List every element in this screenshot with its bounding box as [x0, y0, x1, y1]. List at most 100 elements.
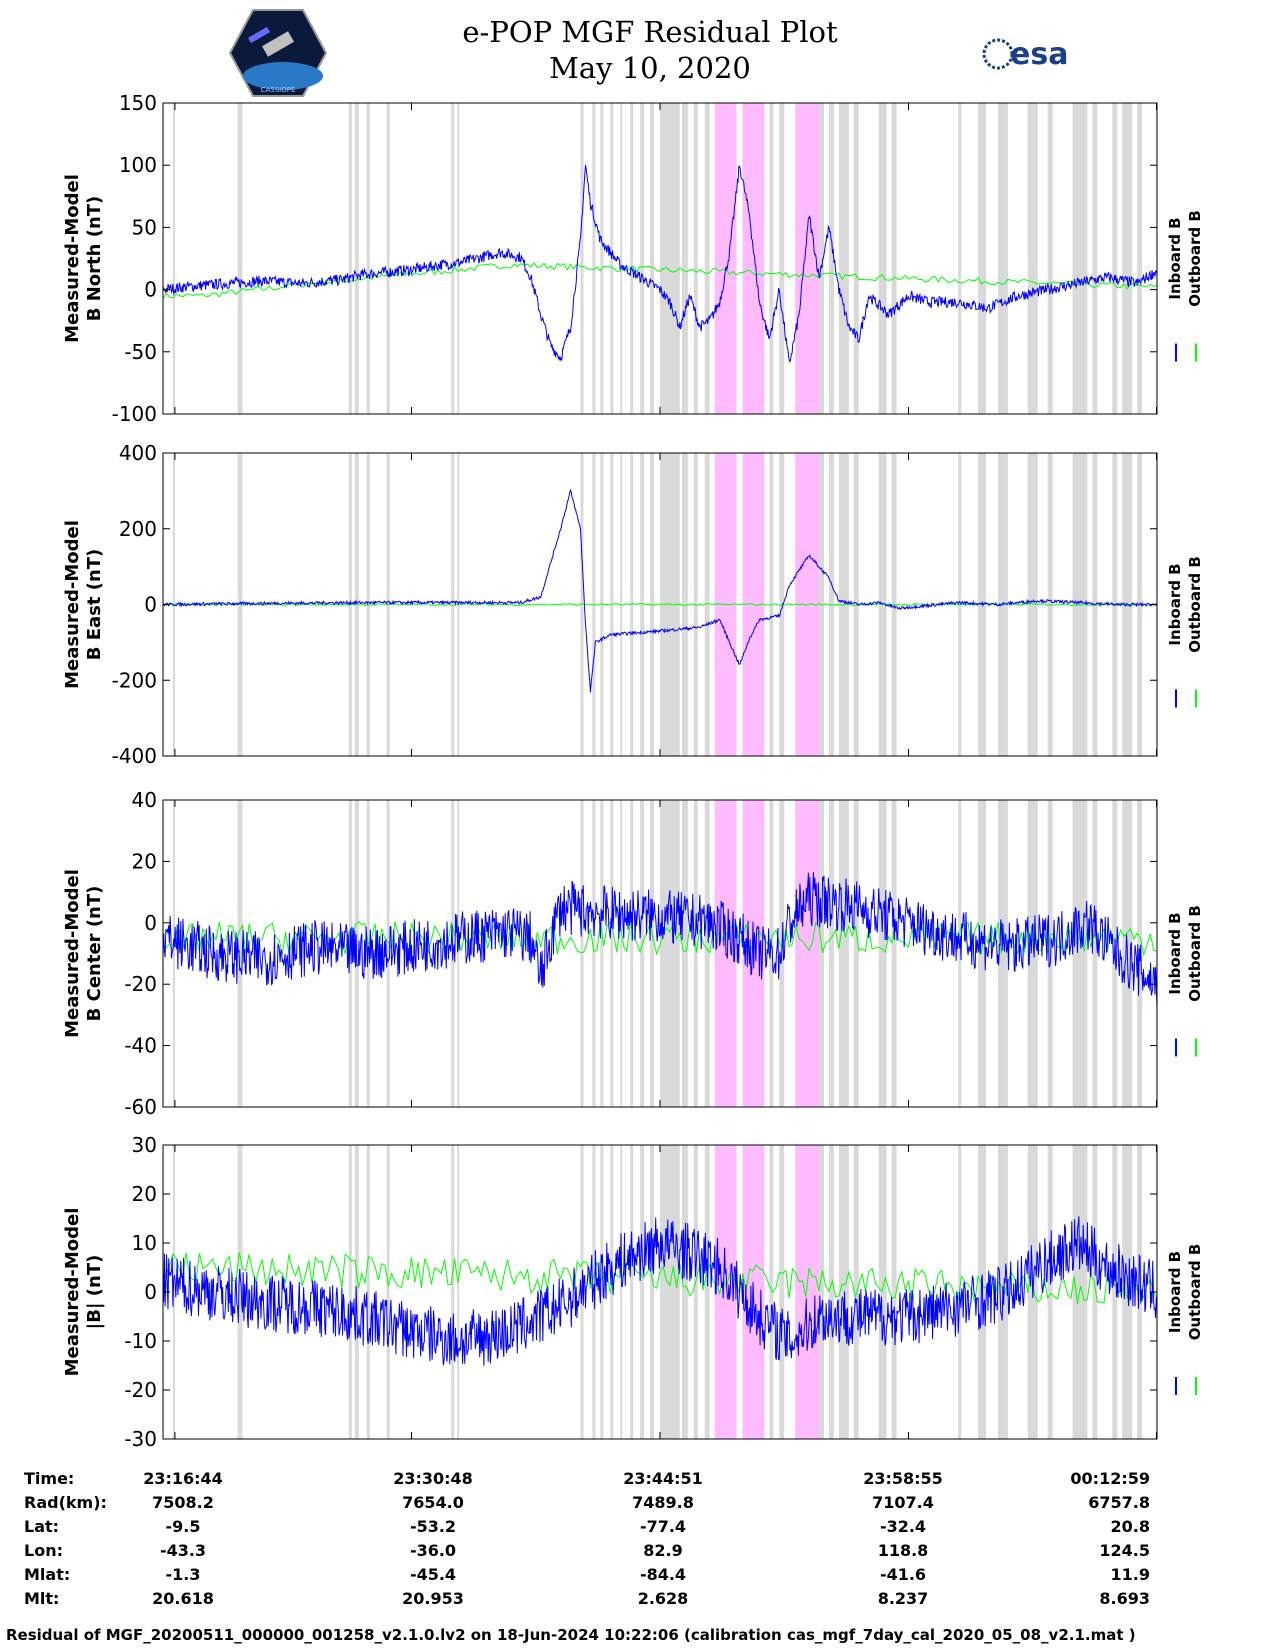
- gray-band: [1027, 103, 1038, 414]
- panel-4: 30 20 10 0 -10 -20 -30 Measured-Model|B| (nT) In…: [62, 1133, 1204, 1451]
- y-tick-label: 400: [119, 441, 157, 465]
- y-tick-label: -20: [124, 1378, 157, 1402]
- inboard-series-line: [162, 488, 1158, 693]
- gray-band: [660, 800, 680, 1107]
- orbit-row-value: 00:12:59: [1070, 1469, 1150, 1488]
- gray-band: [630, 800, 634, 1107]
- orbit-row-value: 23:44:51: [623, 1469, 703, 1488]
- y-tick-label: -60: [124, 1095, 157, 1119]
- y-axis-label-line: Measured-Model: [62, 869, 83, 1038]
- gray-band: [386, 1145, 390, 1439]
- y-tick-label: 0: [144, 1280, 157, 1304]
- gray-band: [769, 800, 774, 1107]
- gray-band: [172, 1145, 175, 1439]
- gray-band: [600, 103, 604, 414]
- y-tick-label: 20: [132, 849, 157, 873]
- gray-band: [838, 1145, 849, 1439]
- gray-band: [640, 453, 645, 756]
- panel-1: 150 100 50 0 -50 -100 Measured-ModelB North (n…: [62, 91, 1204, 426]
- orbit-row-value: 8.237: [878, 1589, 929, 1608]
- inboard-series-line: [162, 1216, 1158, 1366]
- legend-inboard-label: Inboard B: [1166, 217, 1184, 299]
- gray-band: [1027, 453, 1038, 756]
- gray-band: [640, 103, 645, 414]
- gray-band: [580, 800, 584, 1107]
- orbit-row-value: 7489.8: [632, 1493, 694, 1512]
- orbit-row-value: 23:16:44: [143, 1469, 223, 1488]
- gray-band: [1047, 800, 1053, 1107]
- gray-band: [348, 1145, 352, 1439]
- orbit-row-label: Time:: [24, 1469, 74, 1488]
- gray-band: [878, 800, 887, 1107]
- cassiope-logo: CASSIOPE: [228, 9, 328, 97]
- orbit-row-value: 23:58:55: [863, 1469, 943, 1488]
- y-tick-label: -400: [112, 744, 157, 768]
- orbit-row-value: -43.3: [160, 1541, 206, 1560]
- legend-outboard-label: Outboard B: [1186, 210, 1204, 307]
- gray-band: [386, 103, 390, 414]
- orbit-row-value: -36.0: [410, 1541, 456, 1560]
- orbit-row-value: -41.6: [880, 1565, 926, 1584]
- gray-band: [620, 800, 623, 1107]
- gray-band: [580, 453, 584, 756]
- gray-band: [958, 800, 962, 1107]
- gray-band: [457, 1145, 460, 1439]
- gray-band: [610, 800, 614, 1107]
- legend-inboard-label: Inboard B: [1166, 563, 1184, 645]
- orbit-row-value: -32.4: [880, 1517, 926, 1536]
- gray-band: [650, 103, 655, 414]
- panel-3: 40 20 0 -20 -40 -60 Measured-ModelB Center (nT…: [62, 788, 1204, 1119]
- y-tick-label: 40: [132, 788, 157, 812]
- gray-band: [891, 103, 897, 414]
- gray-band: [650, 800, 655, 1107]
- y-axis-label-line: B Center (nT): [84, 886, 105, 1022]
- gray-band: [592, 800, 596, 1107]
- gray-band: [620, 103, 623, 414]
- orbit-row-value: -9.5: [166, 1517, 201, 1536]
- y-tick-label: -50: [124, 340, 157, 364]
- gray-band: [704, 800, 710, 1107]
- gray-band: [172, 800, 175, 1107]
- gray-band: [819, 1145, 825, 1439]
- legend-outboard-label: Outboard B: [1186, 556, 1204, 653]
- orbit-row-value: 124.5: [1099, 1541, 1150, 1560]
- orbit-row-value: 20.618: [152, 1589, 214, 1608]
- gray-band: [693, 453, 698, 756]
- gray-band: [348, 800, 352, 1107]
- gray-band: [650, 1145, 655, 1439]
- pink-band: [714, 103, 737, 414]
- gray-band: [779, 453, 785, 756]
- gray-band: [610, 1145, 614, 1439]
- gray-band: [660, 103, 680, 414]
- gray-band: [451, 103, 455, 414]
- y-tick-label: -100: [112, 402, 157, 426]
- pink-band: [795, 103, 820, 414]
- y-axis-label-line: B North (nT): [84, 196, 105, 322]
- orbit-row-value: -45.4: [410, 1565, 456, 1584]
- gray-band: [1072, 453, 1088, 756]
- gray-band: [237, 103, 243, 414]
- gray-band: [779, 103, 785, 414]
- gray-band: [630, 1145, 634, 1439]
- panel-2: 400 200 0 -200 -400 Measured-ModelB East (nT)…: [62, 441, 1204, 768]
- gray-band: [237, 1145, 243, 1439]
- esa-logo-text: esa: [1010, 37, 1068, 72]
- orbit-row-label: Lon:: [24, 1541, 63, 1560]
- gray-band: [1047, 453, 1053, 756]
- page-title: e-POP MGF Residual Plot: [462, 15, 838, 49]
- y-tick-label: 150: [119, 91, 157, 115]
- gray-band: [704, 1145, 710, 1439]
- gray-band: [1072, 103, 1088, 414]
- orbit-row-label: Mlat:: [24, 1565, 70, 1584]
- gray-band: [819, 800, 825, 1107]
- orbit-row-value: 2.628: [638, 1589, 689, 1608]
- y-tick-label: -30: [124, 1427, 157, 1451]
- orbit-row-value: 7508.2: [152, 1493, 214, 1512]
- y-axis-label: Measured-Model|B| (nT): [62, 1208, 105, 1377]
- gray-band: [681, 1145, 688, 1439]
- gray-band: [1092, 800, 1098, 1107]
- gray-band: [366, 103, 370, 414]
- y-tick-label: -200: [112, 668, 157, 692]
- gray-band: [853, 1145, 859, 1439]
